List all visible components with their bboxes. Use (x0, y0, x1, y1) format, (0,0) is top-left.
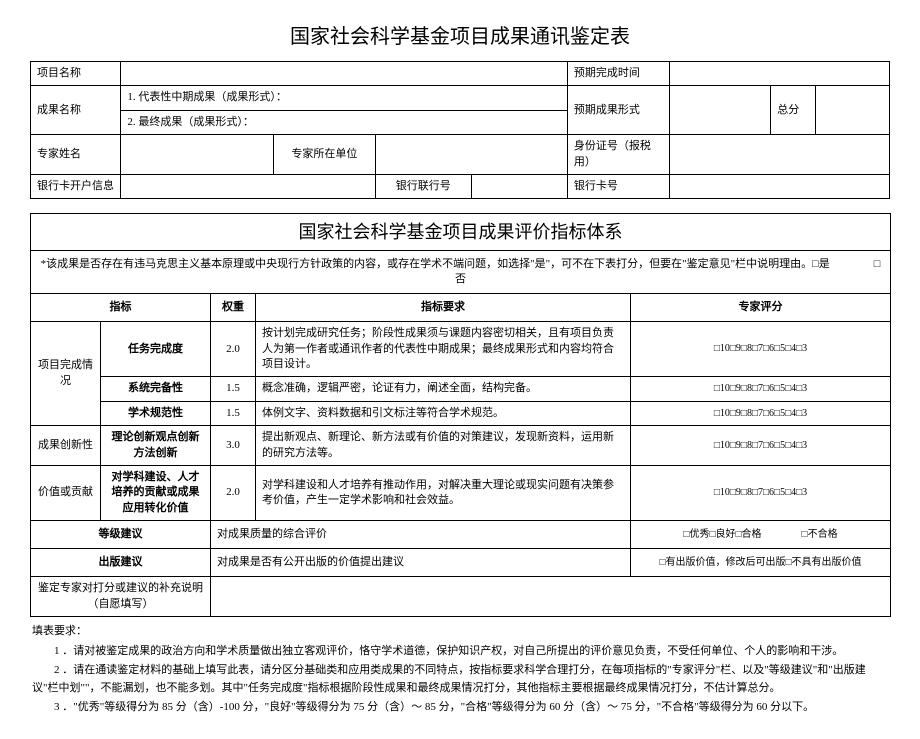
expected-form-value (669, 86, 771, 135)
expert-name-label: 专家姓名 (31, 135, 121, 175)
total-score-label: 总分 (771, 86, 816, 135)
result-line-2: 2. 最终成果（成果形式）： (121, 110, 567, 134)
score-3[interactable]: □10□9□8□7□6□5□4□3 (631, 401, 891, 425)
group-3: 价值或贡献 (31, 466, 101, 521)
evaluation-table: 国家社会科学基金项目成果评价指标体系 *该成果是否存在有违马克思主义基本原理或中… (30, 213, 891, 617)
expert-name-value (121, 135, 274, 175)
project-name-label: 项目名称 (31, 62, 121, 86)
indicator-2: 系统完备性 (101, 377, 211, 401)
score-2[interactable]: □10□9□8□7□6□5□4□3 (631, 377, 891, 401)
indicator-4: 理论创新观点创新 方法创新 (101, 426, 211, 466)
indicator-5: 对学科建设、人才培养的贡献或成果应用转化价值 (101, 466, 211, 521)
note-2: 2 ．请在通读鉴定材料的基础上填写此表，请分区分基础类和应用类成果的不同特点，按… (32, 662, 888, 697)
bank-card-label: 银行卡号 (567, 174, 669, 198)
project-name-value (121, 62, 567, 86)
note-1: 1 ．请对被鉴定成果的政治方向和学术质量做出独立客观评价，恪守学术道德，保护知识… (32, 643, 888, 661)
requirement-1: 按计划完成研究任务；阶段性成果须与课题内容密切相关，且有项目负责人为第一作者或通… (256, 322, 631, 377)
bank-card-value (669, 174, 889, 198)
notes-block: 填表要求： 1 ．请对被鉴定成果的政治方向和学术质量做出独立客观评价，恪守学术道… (30, 617, 890, 717)
supplement-label: 鉴定专家对打分或建议的补充说明（自愿填写） (31, 577, 211, 617)
requirement-5: 对学科建设和人才培养有推动作用，对解决重大理论或现实问题有决策参考价值，产生一定… (256, 466, 631, 521)
weight-2: 1.5 (211, 377, 256, 401)
score-1[interactable]: □10□9□8□7□6□5□4□3 (631, 322, 891, 377)
requirement-3: 体例文字、资料数据和引文标注等符合学术规范。 (256, 401, 631, 425)
score-4[interactable]: □10□9□8□7□6□5□4□3 (631, 426, 891, 466)
bank-union-label: 银行联行号 (375, 174, 471, 198)
col-indicator: 指标 (31, 294, 211, 322)
publish-score[interactable]: □有出版价值，修改后可出版□不具有出版价值 (631, 549, 891, 577)
expert-unit-value (375, 135, 567, 175)
grade-score[interactable]: □优秀□良好□合格 □不合格 (631, 521, 891, 549)
supplement-value (211, 577, 891, 617)
notes-heading: 填表要求： (32, 623, 888, 641)
basic-info-table: 项目名称 预期完成时间 成果名称 1. 代表性中期成果（成果形式）： 预期成果形… (30, 61, 890, 199)
id-label: 身份证号（报税用） (567, 135, 669, 175)
expected-form-label: 预期成果形式 (567, 86, 669, 135)
publish-requirement: 对成果是否有公开出版的价值提出建议 (211, 549, 631, 577)
col-score: 专家评分 (631, 294, 891, 322)
grade-requirement: 对成果质量的综合评价 (211, 521, 631, 549)
main-title: 国家社会科学基金项目成果通讯鉴定表 (30, 20, 890, 49)
weight-4: 3.0 (211, 426, 256, 466)
weight-5: 2.0 (211, 466, 256, 521)
bank-union-value (471, 174, 567, 198)
expected-time-label: 预期完成时间 (567, 62, 669, 86)
col-requirement: 指标要求 (256, 294, 631, 322)
result-name-label: 成果名称 (31, 86, 121, 135)
group-1: 项目完成情况 (31, 322, 101, 426)
note-3: 3 ．"优秀"等级得分为 85 分（含）-100 分，"良好"等级得分为 75 … (32, 699, 888, 717)
group-2: 成果创新性 (31, 426, 101, 466)
score-5[interactable]: □10□9□8□7□6□5□4□3 (631, 466, 891, 521)
total-score-value (816, 86, 890, 135)
requirement-4: 提出新观点、新理论、新方法或有价值的对策建议，发现新资料，运用新的研究方法等。 (256, 426, 631, 466)
bank-info-value (121, 174, 375, 198)
id-value (669, 135, 889, 175)
publish-label: 出版建议 (31, 549, 211, 577)
result-line-1: 1. 代表性中期成果（成果形式）： (121, 86, 567, 110)
bank-info-label: 银行卡开户信息 (31, 174, 121, 198)
weight-3: 1.5 (211, 401, 256, 425)
requirement-2: 概念准确，逻辑严密，论证有力，阐述全面，结构完备。 (256, 377, 631, 401)
indicator-3: 学术规范性 (101, 401, 211, 425)
evaluation-title: 国家社会科学基金项目成果评价指标体系 (31, 214, 890, 245)
grade-label: 等级建议 (31, 521, 211, 549)
weight-1: 2.0 (211, 322, 256, 377)
expected-time-value (669, 62, 889, 86)
star-note: *该成果是否存在有违马克思主义基本原理或中央现行方针政策的内容，或存在学术不端问… (31, 250, 891, 294)
col-weight: 权重 (211, 294, 256, 322)
indicator-1: 任务完成度 (101, 322, 211, 377)
expert-unit-label: 专家所在单位 (273, 135, 375, 175)
